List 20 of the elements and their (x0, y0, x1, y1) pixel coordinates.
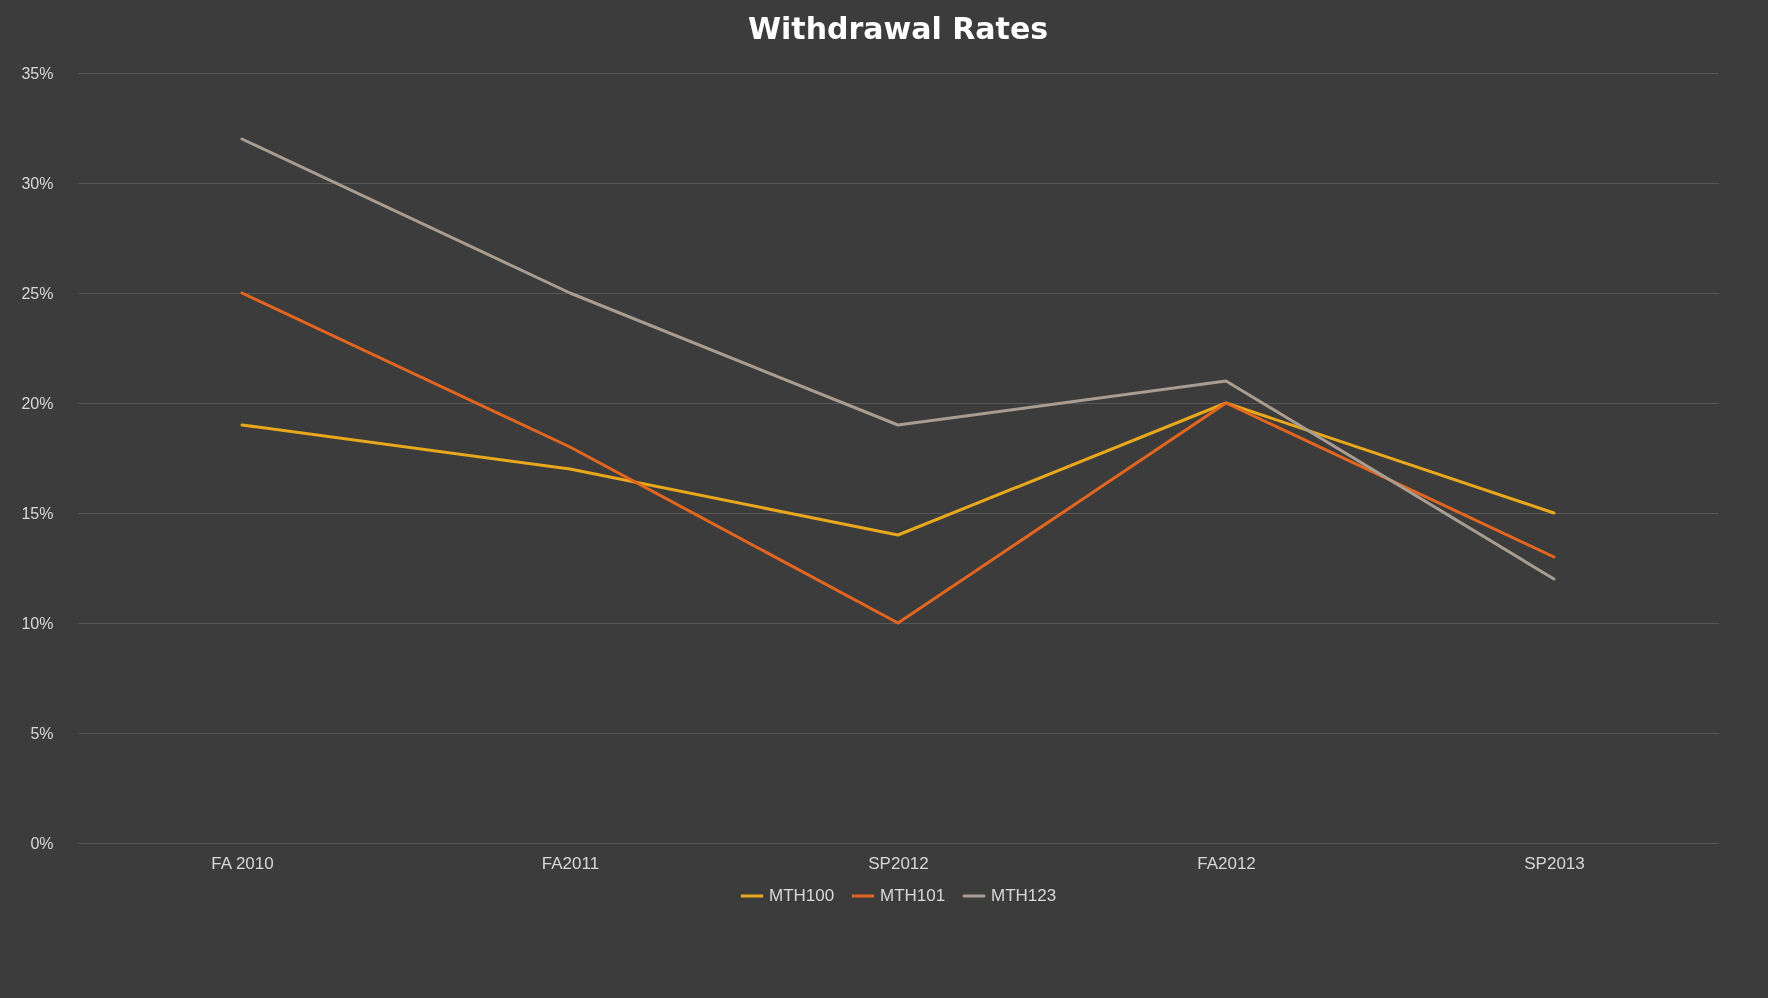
legend-label: MTH123 (991, 886, 1057, 905)
x-tick-label: SP2012 (868, 853, 929, 873)
legend-label: MTH100 (769, 886, 835, 905)
y-tick-label: 20% (21, 394, 54, 412)
x-tick-label: FA 2010 (211, 853, 274, 873)
y-tick-label: 5% (30, 724, 54, 742)
chart-title: Withdrawal Rates (747, 11, 1049, 46)
x-tick-label: SP2013 (1524, 853, 1585, 873)
x-tick-label: FA2012 (1197, 853, 1256, 873)
y-tick-label: 10% (21, 614, 54, 632)
y-tick-label: 15% (21, 504, 54, 522)
line-series (240, 291, 1556, 625)
y-tick-label: 35% (21, 64, 54, 82)
line-series (240, 401, 1556, 537)
legend-label: MTH101 (880, 886, 946, 905)
y-tick-label: 0% (30, 834, 54, 852)
line-series (240, 137, 1556, 581)
y-tick-label: 30% (21, 174, 54, 192)
y-tick-label: 25% (21, 284, 54, 302)
x-tick-label: FA2011 (541, 853, 600, 873)
